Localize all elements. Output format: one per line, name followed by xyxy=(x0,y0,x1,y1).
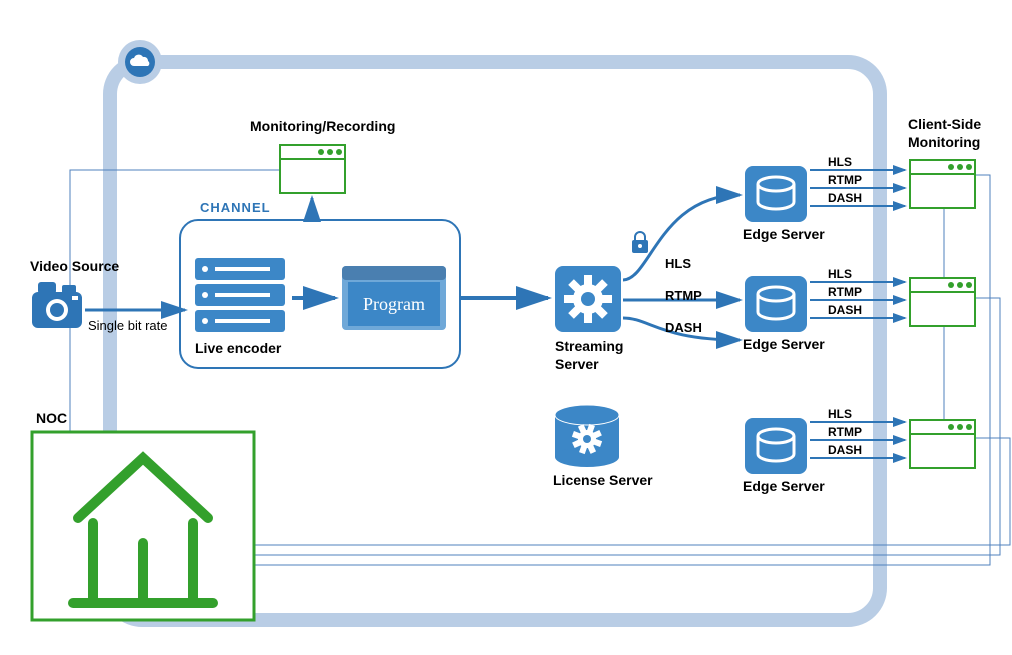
program-node: Program xyxy=(342,266,446,330)
e3-hls: HLS xyxy=(828,407,852,421)
streaming-server-icon xyxy=(554,265,622,333)
e1-dash: DASH xyxy=(828,191,862,205)
proto-rtmp: RTMP xyxy=(665,288,702,303)
edge-server-label-1: Edge Server xyxy=(743,226,825,242)
e1-rtmp: RTMP xyxy=(828,173,862,187)
monitoring-recording-label: Monitoring/Recording xyxy=(250,118,395,134)
client-side-monitoring-label-1: Client-Side xyxy=(908,116,981,132)
client-side-monitoring-label-2: Monitoring xyxy=(908,134,980,150)
channel-label: CHANNEL xyxy=(200,200,271,215)
proto-dash: DASH xyxy=(665,320,702,335)
e2-rtmp: RTMP xyxy=(828,285,862,299)
license-server-label: License Server xyxy=(553,472,653,488)
lock-icon xyxy=(632,232,648,253)
noc-box xyxy=(32,432,254,620)
live-encoder-icon xyxy=(195,258,285,332)
proto-hls: HLS xyxy=(665,256,691,271)
camera-icon xyxy=(32,282,82,328)
e2-hls: HLS xyxy=(828,267,852,281)
e1-hls: HLS xyxy=(828,155,852,169)
edge-server-icons xyxy=(745,166,807,474)
streaming-server-label-1: Streaming xyxy=(555,338,623,354)
live-encoder-label: Live encoder xyxy=(195,340,281,356)
license-server-icon xyxy=(555,405,619,467)
e3-dash: DASH xyxy=(828,443,862,457)
svg-text:Program: Program xyxy=(363,294,425,314)
noc-label: NOC xyxy=(36,410,67,426)
e3-rtmp: RTMP xyxy=(828,425,862,439)
client-monitor-icons xyxy=(910,160,975,468)
video-source-label: Video Source xyxy=(30,258,119,274)
e2-dash: DASH xyxy=(828,303,862,317)
monitoring-window-icon xyxy=(280,145,345,193)
single-bit-rate-label: Single bit rate xyxy=(88,318,168,333)
streaming-server-label-2: Server xyxy=(555,356,599,372)
edge-server-label-3: Edge Server xyxy=(743,478,825,494)
edge-server-label-2: Edge Server xyxy=(743,336,825,352)
